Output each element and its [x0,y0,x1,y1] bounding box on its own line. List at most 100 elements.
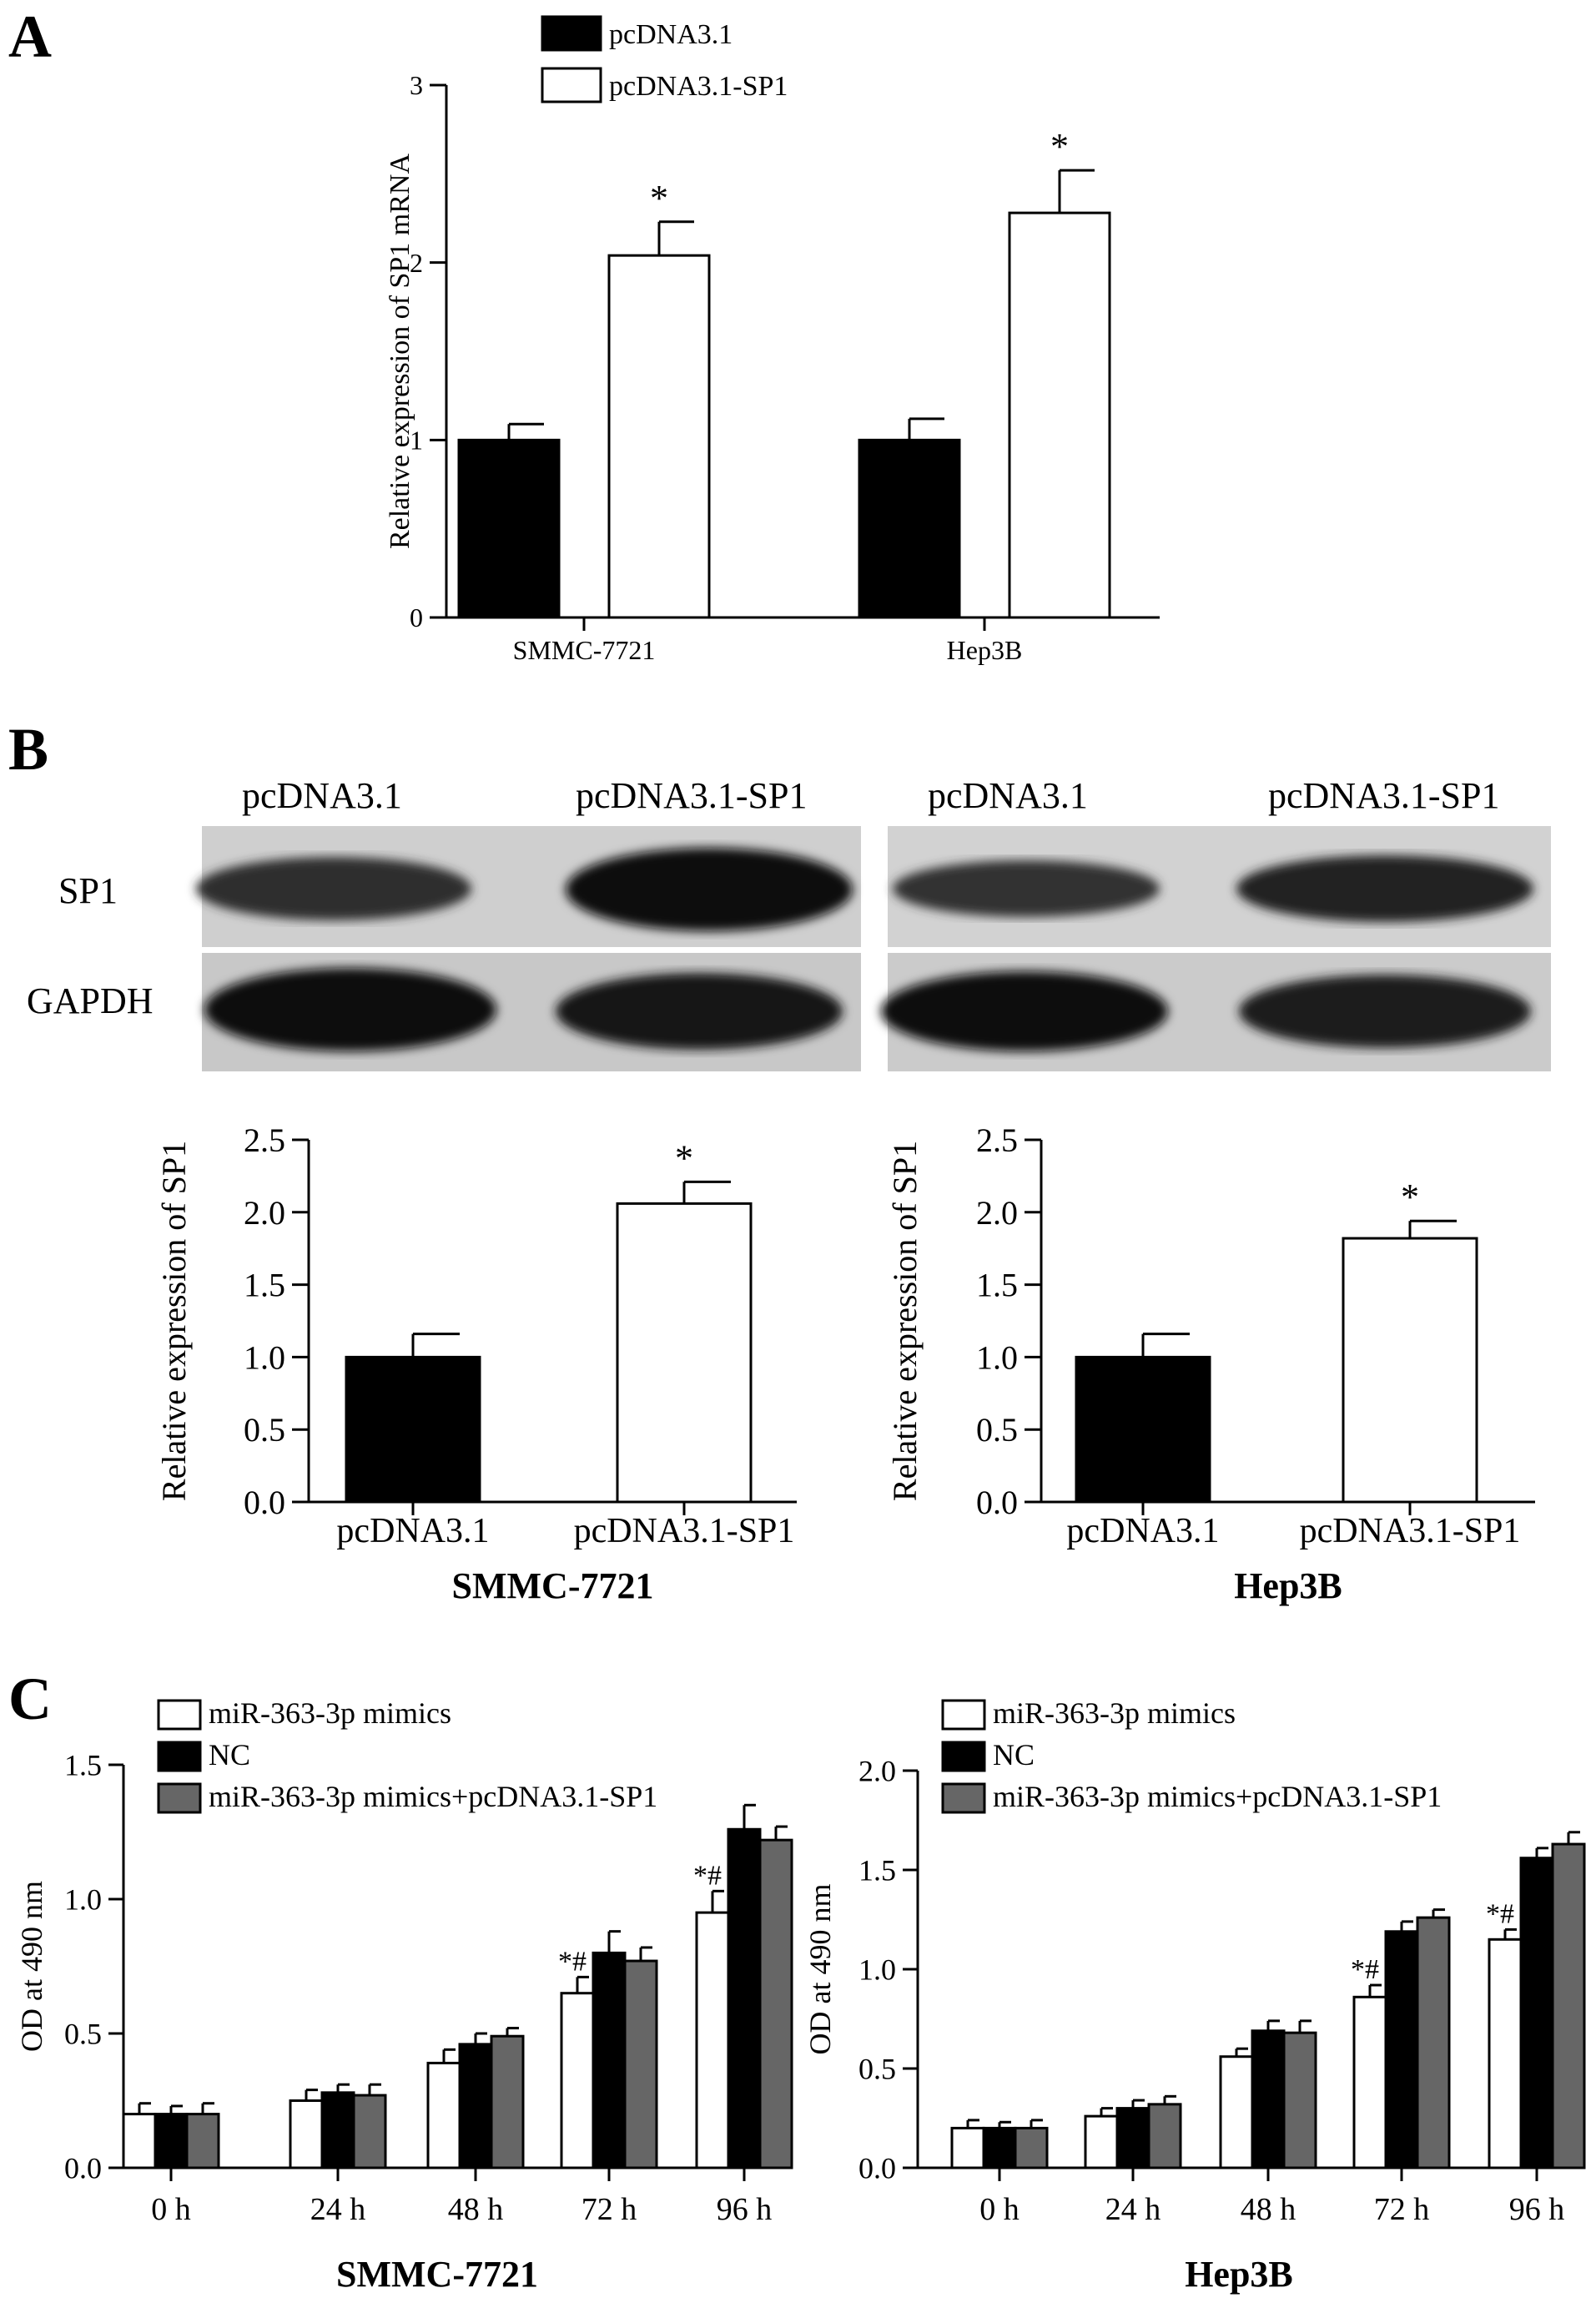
bar [490,2034,525,2169]
significance-mark: *# [558,1946,587,1977]
blot-lane-label-right-1: pcDNA3.1 [928,775,1088,816]
bar [289,2099,324,2169]
legend-label: miR-363-3p mimics+pcDNA3.1-SP1 [993,1780,1442,1813]
legend-swatch [541,67,602,103]
x-tick-label: 48 h [448,2192,504,2227]
chart-b-hep3b: 0.0 0.5 1.0 1.5 2.0 2.5 Relative expression of… [886,1121,1535,1606]
bar [1352,1995,1387,2169]
significance-mark: * [1401,1177,1419,1217]
bar [352,2094,387,2169]
bar [982,2126,1017,2169]
y-axis-title: Relative expression of SP1 mRNA [385,154,415,550]
blot-lane-label-left-2: pcDNA3.1-SP1 [576,775,807,816]
y-tick-label: 3 [410,70,423,100]
bar [457,438,561,619]
x-axis-title: Hep3B [1234,1565,1342,1606]
blot-lane-label-left-1: pcDNA3.1 [242,775,402,816]
bar [1384,1930,1419,2169]
bar [122,2113,157,2169]
x-tick-label: 96 h [1509,2192,1565,2227]
legend-swatch [941,1782,986,1814]
legend-swatch [941,1741,986,1772]
band-left-gapdh-oe [556,973,843,1050]
x-tick-label: Hep3B [947,635,1023,665]
panel-label-b: B [8,716,48,783]
y-tick-label: 1.5 [858,1854,896,1887]
y-tick-label: 1.5 [976,1267,1018,1304]
significance-mark: * [1050,126,1069,167]
bar [1014,2126,1049,2169]
bar [727,1827,762,2169]
y-tick-label: 1.0 [858,1953,896,1987]
blot-row-label-sp1: SP1 [58,870,118,911]
blot-row-label-gapdh: GAPDH [27,980,154,1021]
x-tick-label: pcDNA3.1-SP1 [574,1512,795,1550]
chart-b-smmc7721: 0.0 0.5 1.0 1.5 2.0 2.5 Relative expression of… [155,1121,797,1606]
bar [1416,1916,1451,2169]
x-tick-label: 72 h [1374,2192,1430,2227]
y-tick-label: 1 [410,426,423,456]
y-tick-label: 0.0 [244,1484,285,1521]
bar [320,2091,355,2169]
chart-a: 0 1 2 3 Relative expression of SP1 mRNA SMMC-… [385,15,1160,665]
bar [560,1992,595,2169]
x-tick-label: 96 h [717,2192,773,2227]
bar [185,2113,220,2169]
band-left-sp1-oe [566,848,853,931]
panel-label-a: A [8,3,52,70]
x-axis-title: SMMC-7721 [452,1565,654,1606]
bar [623,1959,658,2169]
x-tick-label: 72 h [582,2192,637,2227]
bar [1488,1938,1523,2169]
blot-lane-label-right-2: pcDNA3.1-SP1 [1268,775,1499,816]
bar [1084,2114,1119,2169]
significance-mark: *# [1351,1954,1379,1985]
bar [592,1951,627,2169]
bar [1219,2055,1254,2169]
y-tick-label: 1.0 [244,1338,285,1376]
bar [1282,2031,1317,2169]
x-tick-label: pcDNA3.1 [336,1512,489,1550]
bar [154,2113,189,2169]
bar [1115,2107,1150,2169]
y-tick-label: 0.5 [858,2053,896,2086]
significance-mark: * [675,1137,693,1178]
bar [616,1202,753,1504]
y-axis-title: OD at 490 nm [803,1884,837,2055]
y-tick-label: 2 [410,248,423,278]
y-tick-label: 2.0 [858,1755,896,1788]
bar [607,254,711,619]
significance-mark: *# [693,1860,722,1891]
bar [345,1355,481,1504]
y-tick-label: 1.5 [244,1267,285,1304]
y-tick-label: 0.5 [976,1411,1018,1449]
y-tick-label: 0.5 [244,1411,285,1449]
y-tick-label: 2.5 [244,1121,285,1159]
y-tick-label: 0.0 [64,2152,102,2185]
legend-swatch [157,1782,202,1814]
legend-swatch [941,1699,986,1731]
bar [1342,1237,1478,1504]
legend-swatch [541,15,602,52]
legend-label: miR-363-3p mimics [209,1696,451,1730]
legend-label: miR-363-3p mimics [993,1696,1236,1730]
y-tick-label: 0.0 [976,1484,1018,1521]
y-tick-label: 1.5 [64,1749,102,1782]
x-axis-title: Hep3B [1185,2254,1293,2295]
x-tick-label: pcDNA3.1-SP1 [1300,1512,1521,1550]
legend-label: miR-363-3p mimics+pcDNA3.1-SP1 [209,1780,657,1813]
x-axis-title: SMMC-7721 [336,2254,538,2295]
y-axis-title: Relative expression of SP1 [886,1141,924,1501]
y-tick-label: 2.0 [976,1194,1018,1232]
bar [458,2043,493,2169]
x-tick-label: SMMC-7721 [513,635,656,665]
bar [1551,1842,1586,2169]
y-tick-label: 2.0 [244,1194,285,1232]
band-right-gapdh-oe [1239,975,1531,1048]
y-tick-label: 1.0 [976,1338,1018,1376]
band-left-sp1-ctrl [196,857,471,920]
legend-swatch [157,1699,202,1731]
x-tick-label: 0 h [151,2192,191,2227]
bar [758,1838,793,2169]
y-axis-title: OD at 490 nm [15,1881,48,2052]
